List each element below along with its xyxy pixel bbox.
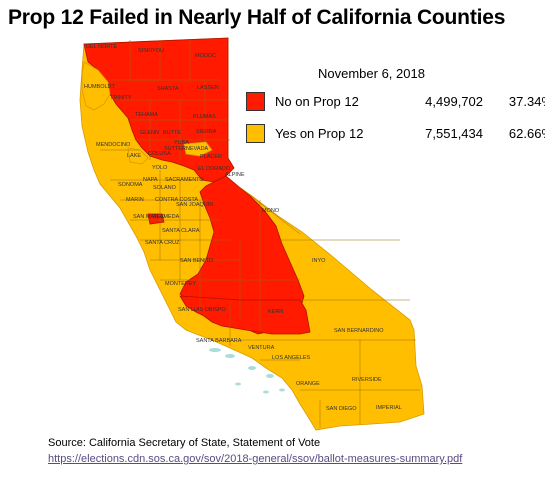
yes-humboldt (81, 61, 111, 111)
map-title: Prop 12 Failed in Nearly Half of Califor… (8, 6, 506, 29)
label-trinity: TRINITY (110, 95, 132, 101)
no-count: 4,499,702 (425, 94, 483, 109)
label-imperial: IMPERIAL (376, 405, 402, 411)
yes-percent: 62.66% (508, 126, 545, 141)
label-los-angeles: LOS ANGELES (272, 355, 311, 361)
no-kern (179, 295, 311, 335)
label-santa-clara: SANTA CLARA (162, 228, 200, 234)
yes-label: Yes on Prop 12 (275, 126, 364, 141)
label-riverside: RIVERSIDE (352, 377, 382, 383)
legend-date: November 6, 2018 (318, 66, 425, 81)
label-yolo: YOLO (152, 165, 168, 171)
label-ventura: VENTURA (248, 345, 275, 351)
no-label: No on Prop 12 (275, 94, 359, 109)
label-sacramento: SACRAMENTO (165, 177, 204, 183)
label-san-luis-obispo: SAN LUIS OBISPO (178, 307, 226, 313)
label-marin: MARIN (126, 197, 144, 203)
label-solano: SOLANO (153, 185, 177, 191)
label-san-bernardino: SAN BERNARDINO (334, 328, 384, 334)
label-shasta: SHASTA (157, 86, 179, 92)
county-labels: DEL NORTE SISKIYOU MODOC HUMBOLDT TRINIT… (84, 44, 402, 412)
county-borders (100, 40, 420, 428)
yes-lake (127, 147, 149, 165)
label-sierra: SIERRA (196, 129, 217, 135)
label-contra-costa: CONTRA COSTA (155, 197, 198, 203)
label-san-joaquin: SAN JOAQUIN (176, 202, 213, 208)
label-yuba: YUBA (174, 140, 189, 146)
legend-yes-row: Yes on Prop 12 7,551,434 62.66% (246, 124, 545, 143)
no-percent: 37.34% (508, 94, 545, 109)
legend-no-row: No on Prop 12 4,499,702 37.34% (246, 92, 545, 111)
label-orange: ORANGE (296, 381, 320, 387)
label-monterey: MONTEREY (165, 281, 197, 287)
yes-nevada (183, 141, 213, 157)
yes-count: 7,551,434 (425, 126, 483, 141)
label-san-diego: SAN DIEGO (326, 406, 357, 412)
label-san-benito: SAN BENITO (180, 258, 214, 264)
yes-swatch (246, 124, 265, 143)
label-mendocino: MENDOCINO (96, 142, 131, 148)
label-santa-barbara: SANTA BARBARA (196, 338, 242, 344)
label-el-dorado: EL DORADO (198, 166, 231, 172)
label-sutter: SUTTER (164, 146, 186, 152)
label-placer: PLACER (200, 154, 222, 160)
label-colusa: COLUSA (148, 151, 171, 157)
label-mono: MONO (262, 208, 280, 214)
label-siskiyou: SISKIYOU (138, 48, 164, 54)
label-napa: NAPA (143, 177, 158, 183)
label-tehama: TEHAMA (135, 112, 158, 118)
label-kern: KERN (268, 309, 283, 315)
label-del-norte: DEL NORTE (86, 44, 118, 50)
label-modoc: MODOC (195, 53, 216, 59)
label-butte: BUTTE (163, 130, 181, 136)
label-nevada: NEVADA (186, 146, 209, 152)
label-inyo: INYO (312, 258, 326, 264)
label-glenn: GLENN (140, 130, 159, 136)
label-lake: LAKE (127, 153, 141, 159)
source-link[interactable]: https://elections.cdn.sos.ca.gov/sov/201… (48, 453, 463, 465)
channel-islands (209, 348, 285, 394)
label-sonoma: SONOMA (118, 182, 143, 188)
no-swatch (246, 92, 265, 111)
label-lassen: LASSEN (197, 85, 219, 91)
label-alameda: ALAMEDA (153, 214, 180, 220)
label-alpine: ALPINE (225, 172, 245, 178)
label-plumas: PLUMAS (193, 114, 216, 120)
source-text: Source: California Secretary of State, S… (48, 437, 321, 449)
label-humboldt: HUMBOLDT (84, 84, 116, 90)
label-santa-cruz: SANTA CRUZ (145, 240, 180, 246)
label-san-mateo: SAN MATEO (133, 214, 166, 220)
